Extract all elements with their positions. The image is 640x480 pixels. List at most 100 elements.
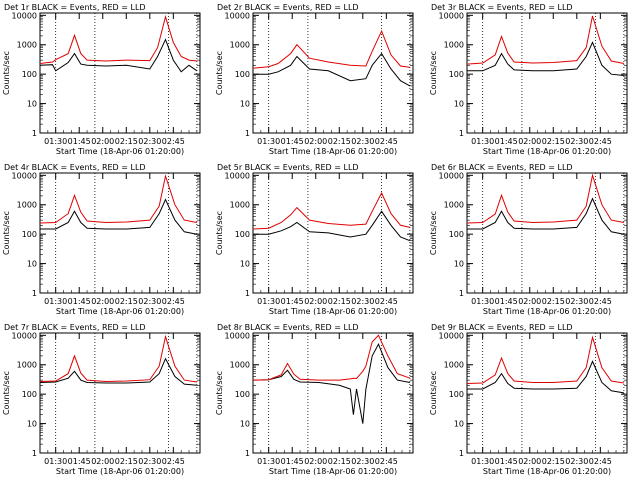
x-tick-label: 02:15 [328, 297, 351, 306]
y-axis-label: Counts/sec [2, 51, 11, 95]
plot-title: Det 2r BLACK = Events, RED = LLD [217, 3, 359, 12]
y-tick-label: 10 [27, 100, 37, 109]
x-axis-label: Start Time (18-Apr-06 01:20:00) [56, 147, 184, 156]
x-axis-label: Start Time (18-Apr-06 01:20:00) [483, 467, 611, 476]
x-tick-label: 02:00 [304, 457, 327, 466]
lld-series-line [252, 334, 411, 381]
x-tick-label: 01:45 [281, 137, 304, 146]
x-axis-label: Start Time (18-Apr-06 01:20:00) [483, 147, 611, 156]
x-tick-label: 02:15 [542, 137, 565, 146]
y-axis-label: Counts/sec [429, 211, 438, 255]
y-tick-label: 10000 [439, 331, 464, 340]
events-series-line [39, 357, 197, 386]
lld-series-line [39, 174, 197, 224]
x-tick-label: 02:00 [518, 297, 541, 306]
y-tick-label: 1000 [444, 41, 464, 50]
y-tick-label: 1000 [444, 361, 464, 370]
lld-series-line [466, 15, 624, 65]
x-tick-label: 02:30 [138, 457, 161, 466]
x-tick-label: 02:30 [351, 297, 374, 306]
x-tick-label: 02:30 [565, 457, 588, 466]
x-tick-label: 02:15 [115, 457, 138, 466]
x-tick-label: 01:30 [44, 137, 67, 146]
x-tick-label: 01:45 [495, 457, 518, 466]
y-tick-label: 10 [454, 100, 464, 109]
y-tick-label: 100 [235, 390, 250, 399]
panel-2: Det 2r BLACK = Events, RED = LLD 1 10 100 10… [215, 3, 414, 156]
y-axis-label: Counts/sec [215, 371, 224, 415]
x-tick-label: 02:45 [162, 137, 185, 146]
events-series-line [253, 52, 411, 87]
x-tick-label: 02:00 [304, 297, 327, 306]
x-tick-label: 02:00 [91, 297, 114, 306]
y-tick-label: 10000 [439, 11, 464, 20]
y-tick-label: 10000 [225, 171, 250, 180]
x-tick-label: 02:00 [518, 457, 541, 466]
events-series-line [253, 210, 411, 242]
y-tick-label: 100 [22, 70, 37, 79]
y-tick-label: 10 [454, 420, 464, 429]
events-series-line [467, 197, 624, 235]
y-tick-label: 100 [449, 390, 464, 399]
x-tick-label: 01:30 [257, 297, 280, 306]
plot-title: Det 6r BLACK = Events, RED = LLD [431, 163, 573, 172]
lld-series-line [39, 334, 197, 383]
y-axis-label: Counts/sec [429, 371, 438, 415]
x-tick-label: 02:45 [162, 297, 185, 306]
x-tick-label: 01:45 [68, 137, 91, 146]
y-tick-label: 100 [22, 230, 37, 239]
plot-frame [252, 332, 414, 454]
x-tick-label: 02:15 [542, 457, 565, 466]
x-tick-label: 02:45 [375, 137, 398, 146]
x-axis-label: Start Time (18-Apr-06 01:20:00) [483, 307, 611, 316]
x-tick-label: 02:45 [375, 457, 398, 466]
plot-title: Det 3r BLACK = Events, RED = LLD [431, 3, 573, 12]
x-tick-label: 02:30 [565, 297, 588, 306]
x-tick-label: 01:30 [471, 297, 494, 306]
panel-5: Det 5r BLACK = Events, RED = LLD 1 10 100 10… [215, 163, 414, 316]
x-tick-label: 01:45 [495, 137, 518, 146]
plot-frame [39, 12, 201, 134]
lld-series-line [466, 335, 624, 384]
x-tick-label: 02:30 [138, 137, 161, 146]
x-tick-label: 02:45 [162, 457, 185, 466]
panel-3: Det 3r BLACK = Events, RED = LLD 1 10 100 10… [429, 3, 628, 156]
y-axis-label: Counts/sec [429, 51, 438, 95]
events-series-line [467, 41, 624, 76]
x-axis-label: Start Time (18-Apr-06 01:20:00) [269, 307, 397, 316]
x-tick-label: 01:45 [281, 297, 304, 306]
y-tick-label: 1000 [230, 201, 250, 210]
x-axis-label: Start Time (18-Apr-06 01:20:00) [269, 147, 397, 156]
x-tick-label: 02:15 [542, 297, 565, 306]
x-tick-label: 01:30 [44, 297, 67, 306]
x-tick-label: 02:15 [328, 137, 351, 146]
y-tick-label: 100 [235, 230, 250, 239]
plot-frame [466, 12, 628, 134]
y-axis-label: Counts/sec [215, 51, 224, 95]
y-tick-label: 100 [449, 70, 464, 79]
y-tick-label: 10 [454, 260, 464, 269]
y-tick-label: 10000 [439, 171, 464, 180]
x-tick-label: 02:30 [351, 457, 374, 466]
y-axis-label: Counts/sec [2, 211, 11, 255]
panel-1: Det 1r BLACK = Events, RED = LLD 1 10 100 10… [2, 3, 201, 156]
plot-title: Det 1r BLACK = Events, RED = LLD [4, 3, 146, 12]
y-tick-label: 1000 [17, 361, 37, 370]
y-tick-label: 10 [240, 100, 250, 109]
x-axis-label: Start Time (18-Apr-06 01:20:00) [56, 467, 184, 476]
y-axis-label: Counts/sec [215, 211, 224, 255]
y-tick-label: 1 [245, 289, 250, 298]
y-tick-label: 1 [459, 289, 464, 298]
panel-6: Det 6r BLACK = Events, RED = LLD 1 10 100 10… [429, 163, 628, 316]
x-tick-label: 01:30 [257, 137, 280, 146]
x-tick-label: 02:30 [565, 137, 588, 146]
x-tick-label: 02:45 [589, 457, 612, 466]
plot-title: Det 7r BLACK = Events, RED = LLD [4, 323, 146, 332]
x-tick-label: 01:30 [257, 457, 280, 466]
x-tick-label: 02:15 [115, 137, 138, 146]
plot-frame [39, 332, 201, 454]
y-tick-label: 10 [240, 260, 250, 269]
plot-frame [252, 12, 414, 134]
x-tick-label: 02:15 [328, 457, 351, 466]
plot-frame [39, 172, 201, 294]
